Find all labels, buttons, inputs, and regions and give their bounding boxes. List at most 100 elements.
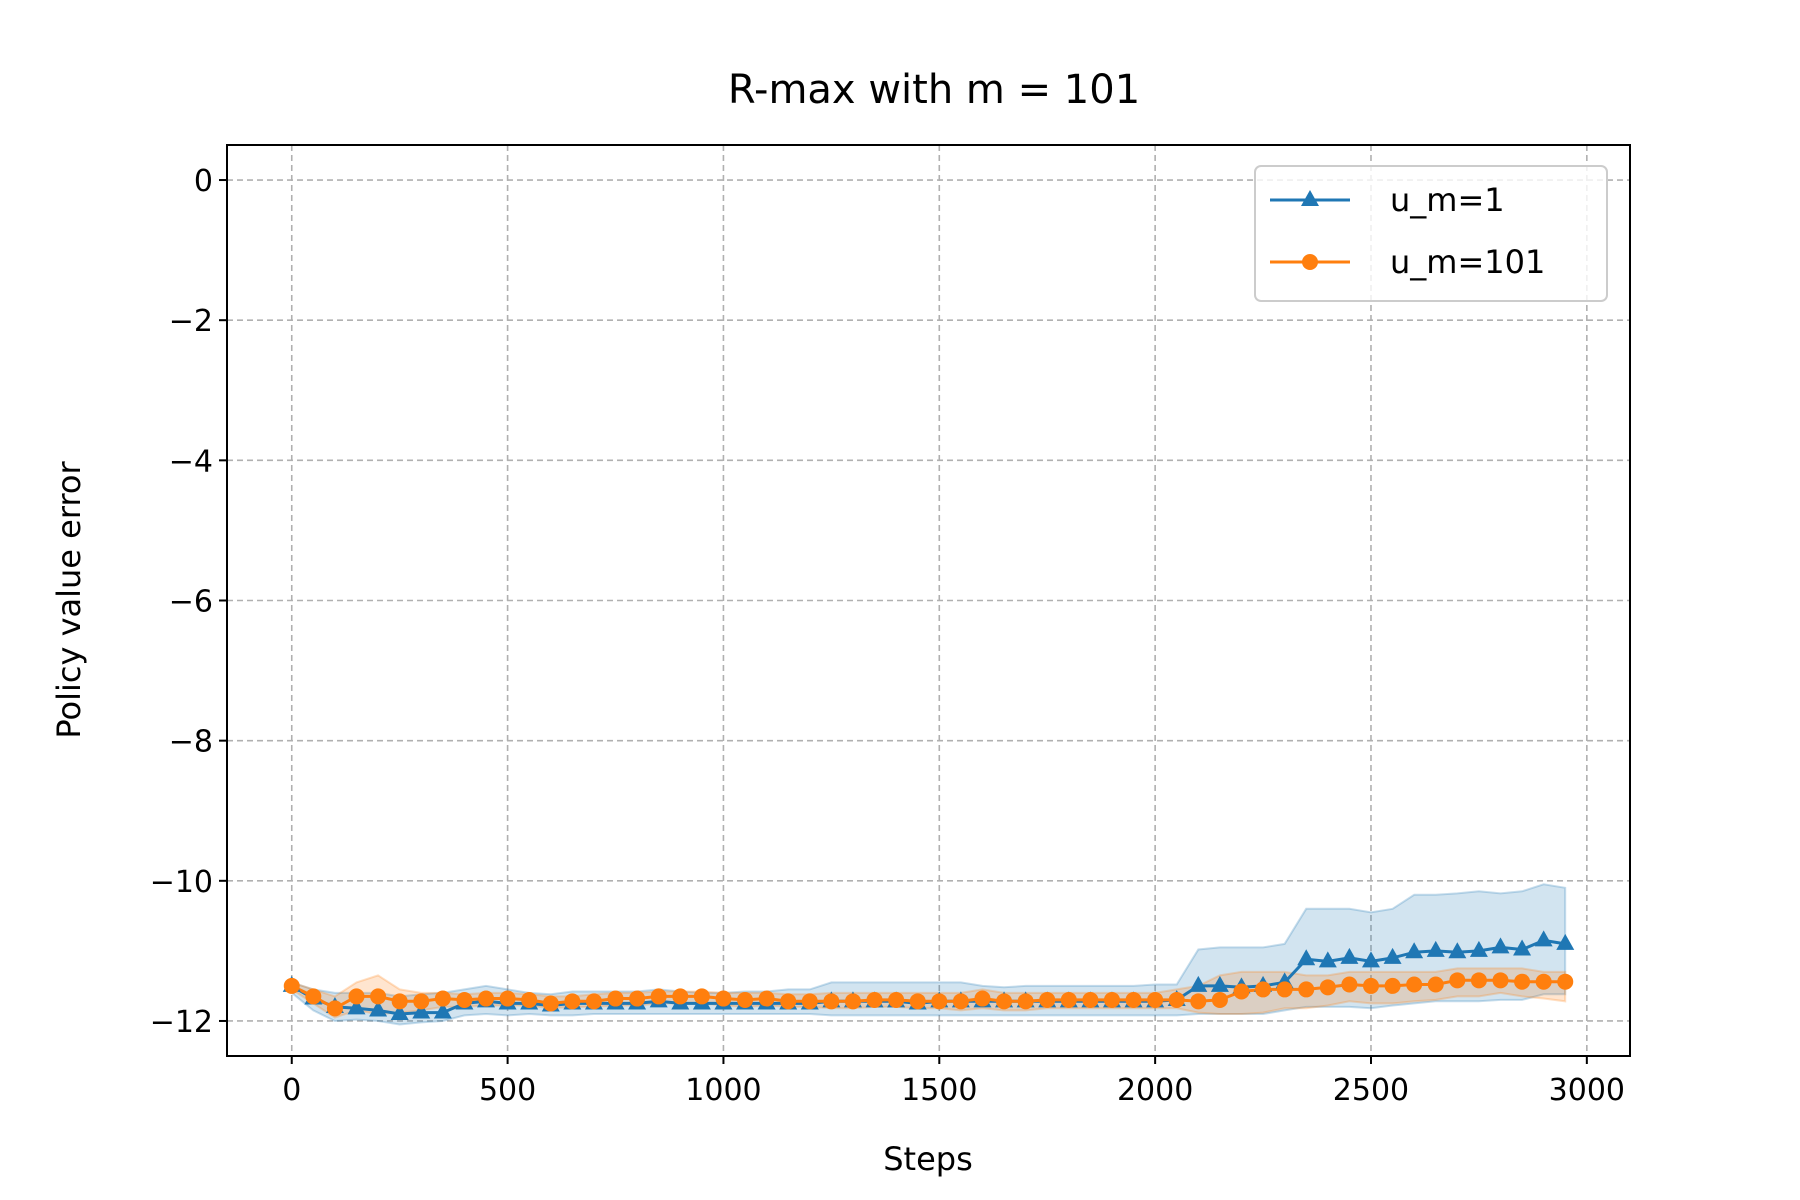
data-point-circle (1233, 983, 1250, 1000)
data-point-circle (585, 993, 602, 1010)
data-point-triangle (1448, 942, 1467, 959)
data-point-triangle (1534, 930, 1553, 947)
data-point-triangle (1556, 933, 1575, 950)
y-tick-label: −6 (169, 585, 213, 620)
data-point-triangle (1383, 947, 1402, 964)
data-point-triangle (433, 1002, 452, 1019)
data-point-circle (1103, 991, 1120, 1008)
data-point-triangle (1426, 940, 1445, 957)
data-point-circle (909, 993, 926, 1010)
x-axis-title: Steps (883, 1140, 973, 1178)
data-point-circle (780, 993, 797, 1010)
data-point-circle (391, 993, 408, 1010)
y-tick-label: 0 (194, 164, 213, 199)
legend-triangle-marker-icon (1301, 190, 1319, 206)
data-point-circle (758, 990, 775, 1007)
data-point-circle (693, 988, 710, 1005)
data-point-circle (1168, 991, 1185, 1008)
data-point-circle (1514, 973, 1531, 990)
data-point-circle (888, 991, 905, 1008)
data-point-circle (1060, 991, 1077, 1008)
data-point-circle (629, 990, 646, 1007)
y-tick-label: −8 (169, 725, 213, 760)
data-point-triangle (1491, 937, 1510, 954)
data-point-triangle (412, 1002, 431, 1019)
chart-title: R-max with m = 101 (728, 67, 1140, 113)
data-point-circle (607, 990, 624, 1007)
legend-label-u-m-101: u_m=101 (1390, 243, 1545, 281)
y-tick-label: −2 (169, 304, 213, 339)
data-point-circle (844, 993, 861, 1010)
data-point-triangle (1210, 975, 1229, 992)
data-point-triangle (1189, 975, 1208, 992)
data-point-circle (672, 988, 689, 1005)
data-point-circle (1406, 976, 1423, 993)
data-point-circle (370, 988, 387, 1005)
data-point-circle (1255, 981, 1272, 998)
legend-circle-marker-icon (1302, 254, 1318, 270)
data-point-circle (974, 990, 991, 1007)
data-point-circle (1276, 981, 1293, 998)
data-point-circle (1211, 991, 1228, 1008)
data-point-circle (1557, 973, 1574, 990)
data-point-circle (456, 991, 473, 1008)
data-point-circle (737, 991, 754, 1008)
data-point-circle (1298, 981, 1315, 998)
x-tick-label: 3000 (1549, 1073, 1625, 1108)
data-point-circle (715, 990, 732, 1007)
data-point-circle (650, 988, 667, 1005)
legend: u_m=1 u_m=101 (1254, 165, 1608, 302)
y-axis-ticks: 0 −2 −4 −6 −8 −10 −12 (150, 164, 227, 1040)
data-point-circle (1341, 976, 1358, 993)
data-point-circle (1362, 977, 1379, 994)
data-point-circle (1125, 991, 1142, 1008)
x-tick-label: 2500 (1333, 1073, 1409, 1108)
data-point-circle (499, 990, 516, 1007)
data-point-circle (801, 993, 818, 1010)
data-point-circle (521, 991, 538, 1008)
data-point-circle (1427, 976, 1444, 993)
y-tick-label: −12 (150, 1005, 213, 1040)
series-markers (282, 930, 1575, 1020)
data-point-circle (1492, 972, 1509, 989)
y-axis-title: Policy value error (50, 461, 88, 739)
data-point-circle (564, 993, 581, 1010)
data-point-circle (1017, 993, 1034, 1010)
data-point-circle (823, 993, 840, 1010)
data-point-circle (542, 995, 559, 1012)
data-point-circle (1470, 972, 1487, 989)
data-point-triangle (1513, 939, 1532, 956)
data-point-circle (1039, 991, 1056, 1008)
data-point-triangle (347, 998, 366, 1015)
data-point-circle (1449, 972, 1466, 989)
data-point-circle (283, 977, 300, 994)
x-tick-label: 500 (479, 1073, 536, 1108)
y-tick-label: −4 (169, 444, 213, 479)
data-point-circle (1082, 991, 1099, 1008)
x-tick-label: 1000 (685, 1073, 761, 1108)
y-tick-label: −10 (150, 865, 213, 900)
legend-label-u-m-1: u_m=1 (1390, 181, 1505, 219)
data-point-circle (413, 993, 430, 1010)
data-point-circle (952, 993, 969, 1010)
data-point-circle (1190, 993, 1207, 1010)
data-point-circle (1384, 977, 1401, 994)
data-point-triangle (390, 1003, 409, 1020)
data-point-triangle (1361, 951, 1380, 968)
data-point-circle (996, 993, 1013, 1010)
data-point-triangle (1318, 951, 1337, 968)
data-point-circle (348, 988, 365, 1005)
data-point-circle (931, 993, 948, 1010)
data-point-circle (866, 991, 883, 1008)
x-tick-label: 0 (282, 1073, 301, 1108)
data-point-circle (305, 988, 322, 1005)
x-tick-label: 1500 (901, 1073, 977, 1108)
x-axis-ticks: 0 500 1000 1500 2000 2500 3000 (282, 1056, 1625, 1108)
data-point-circle (478, 990, 495, 1007)
data-point-circle (1319, 979, 1336, 996)
data-point-triangle (1297, 949, 1316, 966)
data-point-triangle (369, 1000, 388, 1017)
grid (227, 145, 1630, 1056)
data-point-circle (1147, 991, 1164, 1008)
